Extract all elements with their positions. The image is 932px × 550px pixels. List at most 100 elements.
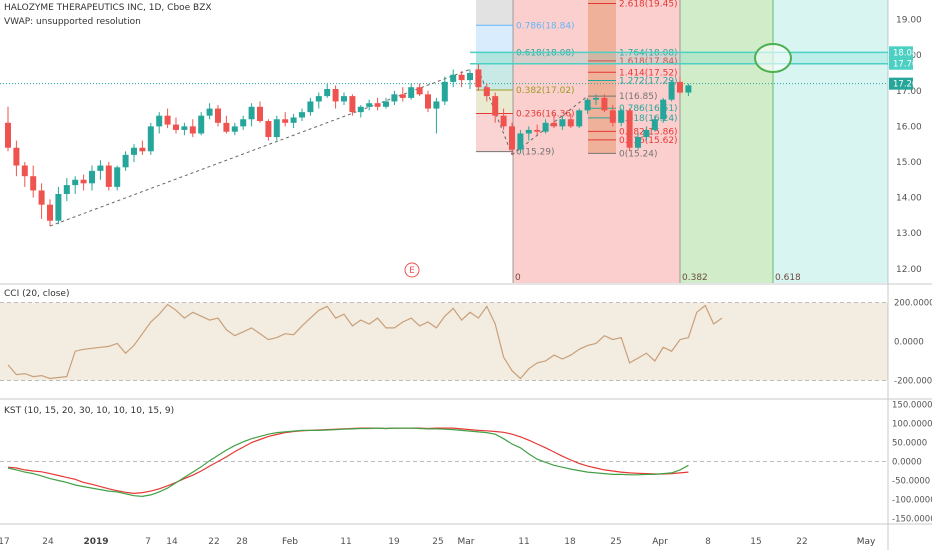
circle-annotation — [754, 43, 792, 74]
price-badge-label: 17.76 — [893, 60, 917, 70]
fib-ext-label: 0.236(15.62) — [619, 136, 678, 146]
time-tick-label: 19 — [388, 537, 400, 547]
fib-ext-label: 0.618(16.24) — [619, 114, 678, 124]
candle-body — [198, 115, 205, 134]
candle-body — [21, 165, 28, 177]
fib-ext-zone — [588, 0, 616, 154]
candle-body — [660, 99, 667, 120]
candle-body — [30, 176, 37, 191]
time-tick-label: 25 — [610, 537, 621, 547]
time-tick-label: Feb — [282, 537, 298, 547]
time-tick-label: 24 — [42, 537, 54, 547]
fib-ext-label: 2.618(19.45) — [619, 0, 678, 10]
candle-body — [240, 119, 247, 127]
candle-body — [626, 110, 633, 148]
candle-body — [156, 115, 163, 127]
time-tick-label: 11 — [518, 537, 529, 547]
candle-body — [231, 126, 238, 132]
candle-body — [433, 101, 440, 109]
kst-tick-label: 100.0000 — [892, 420, 932, 430]
candle-body — [517, 133, 524, 150]
candle-body — [122, 154, 129, 168]
candle-body — [492, 96, 499, 116]
kst-tick-label: 150.0000 — [892, 401, 932, 411]
candle-body — [114, 167, 121, 187]
price-tick-label: 13.00 — [896, 229, 922, 239]
fib-ext-label: 0.786(16.51) — [619, 104, 678, 114]
resistance-band — [476, 52, 888, 64]
fib-zone — [476, 52, 513, 91]
candle-body — [173, 124, 179, 130]
candle-body — [458, 74, 465, 81]
fib-ext-label: 1.618(17.84) — [619, 57, 678, 67]
candle-body — [601, 97, 608, 111]
candle-body — [593, 97, 599, 100]
candle-body — [299, 112, 305, 118]
candle-body — [97, 165, 104, 171]
candle-body — [273, 119, 280, 138]
candle-body — [525, 129, 532, 134]
price-tick-label: 15.00 — [896, 158, 922, 168]
cci-legend[interactable]: CCI (20, close) — [4, 289, 70, 299]
candle-body — [164, 115, 171, 125]
time-tick-label: 11 — [340, 537, 351, 547]
candle-body — [105, 165, 112, 187]
cci-tick-label: 0.0000 — [894, 338, 924, 348]
time-zone-red — [513, 0, 680, 283]
candle-body — [5, 122, 11, 148]
kst-tick-label: -150.0000 — [892, 514, 932, 524]
cci-tick-label: -200.0000 — [894, 376, 932, 386]
time-tick-label: 14 — [166, 537, 178, 547]
candle-body — [509, 126, 515, 150]
fib-zone — [476, 113, 513, 152]
candle-body — [72, 179, 79, 186]
kst-legend[interactable]: KST (10, 15, 20, 30, 10, 10, 10, 15, 9) — [4, 406, 175, 416]
candle-body — [559, 119, 566, 127]
candle-body — [685, 85, 692, 93]
fib-ext-label: 1.764(18.08) — [619, 48, 678, 58]
candle-body — [576, 110, 583, 127]
vwap-legend[interactable]: VWAP: unsupported resolution — [4, 17, 141, 27]
candle-body — [282, 119, 289, 123]
price-badge-label: 18.08 — [893, 48, 917, 58]
candle-body — [551, 122, 557, 127]
candle-body — [668, 81, 675, 100]
fib-zone — [476, 25, 513, 53]
cci-tick-label: 200.0000 — [894, 299, 932, 309]
candle-body — [467, 72, 473, 81]
fib-ext-label: 0(15.24) — [619, 149, 658, 159]
candle-body — [475, 69, 482, 88]
kst-line — [7, 427, 689, 498]
price-badge — [889, 77, 913, 90]
fib-level-label: 0.236(16.36) — [516, 110, 575, 120]
candle-body — [131, 147, 137, 155]
fib-zone — [476, 0, 513, 26]
kst-tick-label: 50.0000 — [892, 439, 927, 449]
time-zone-green — [680, 0, 773, 283]
price-tick-label: 19.00 — [896, 16, 922, 26]
price-badge-label: 17.20 — [893, 80, 917, 90]
candle-body — [635, 137, 641, 148]
candle-body — [307, 101, 314, 113]
trendline — [49, 68, 471, 227]
price-tick-label: 16.00 — [896, 122, 922, 132]
candle-body — [55, 194, 62, 221]
price-badge — [889, 46, 913, 59]
candle-body — [139, 147, 146, 152]
candle-body — [47, 204, 53, 221]
candle-body — [643, 129, 650, 138]
candle-body — [223, 122, 230, 132]
candle-body — [374, 103, 381, 107]
candle-body — [215, 108, 221, 123]
candle-body — [332, 88, 339, 102]
fib-level-label: 0.618(18.08) — [516, 48, 575, 58]
symbol-title: HALOZYME THERAPEUTICS INC, 1D, Cboe BZX — [4, 3, 212, 13]
cci-line — [7, 303, 723, 380]
time-tick-label: 15 — [750, 537, 761, 547]
candle-body — [399, 94, 406, 98]
kst-signal-line — [7, 427, 689, 495]
time-tick-label: Apr — [652, 537, 668, 547]
candle-body — [147, 126, 154, 152]
time-fib-label: 0.382 — [682, 273, 708, 283]
